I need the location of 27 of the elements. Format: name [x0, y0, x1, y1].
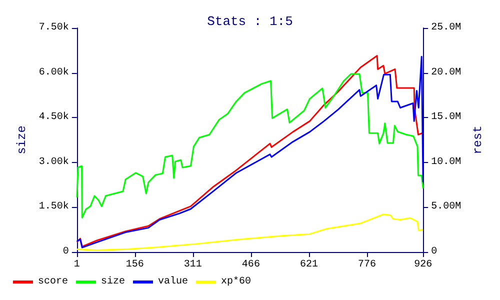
y-tick-label: 3.00k	[38, 156, 69, 168]
line-series	[76, 73, 424, 218]
x-tick-label: 156	[126, 260, 144, 270]
y-tick-label: 4.50k	[38, 111, 69, 124]
y-axis-title: size	[15, 126, 29, 154]
legend-label: value	[158, 276, 188, 288]
y-tick-label: 1.50k	[38, 200, 69, 213]
x-tick-label: 776	[358, 260, 376, 270]
legend-label: xp*60	[221, 276, 252, 288]
legend-label: score	[38, 276, 68, 288]
y-tick-label: 6.00k	[38, 66, 69, 78]
y2-tick-label: 25.0M	[431, 22, 462, 34]
chart-title: Stats : 1:5	[207, 14, 293, 29]
y2-tick-label: 10.0M	[431, 156, 462, 168]
y2-axis-title: rest	[471, 126, 485, 154]
y-tick-label: 7.50k	[38, 22, 69, 34]
x-tick-label: 1	[74, 260, 80, 270]
x-tick-label: 926	[414, 260, 432, 270]
y2-tick-label: 5.00M	[431, 202, 462, 213]
y2-tick-label: 0	[431, 246, 438, 258]
x-tick-label: 311	[184, 260, 202, 270]
y-tick-label: 0	[62, 246, 69, 258]
y2-tick-label: 20.0M	[431, 67, 462, 78]
y2-tick-label: 15.0M	[431, 112, 462, 124]
legend-label: size	[101, 276, 126, 288]
x-tick-label: 621	[300, 260, 318, 270]
x-tick-label: 466	[242, 260, 260, 270]
